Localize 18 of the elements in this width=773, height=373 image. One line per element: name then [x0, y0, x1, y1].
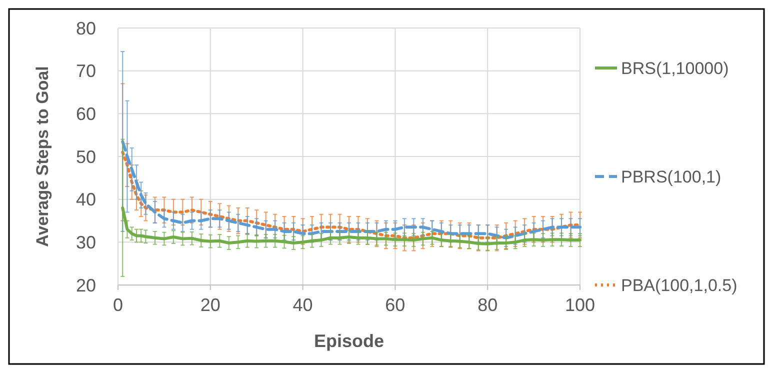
x-tick-label: 60 [385, 295, 406, 315]
x-tick-label: 0 [112, 295, 124, 315]
y-tick-label: 30 [76, 232, 96, 252]
y-tick-label: 20 [76, 275, 96, 296]
x-tick-label: 20 [200, 295, 220, 315]
x-axis-title: Episode [314, 331, 384, 351]
y-tick-label: 80 [76, 18, 96, 38]
legend-label: PBRS(100,1) [621, 167, 722, 186]
x-tick-label: 100 [564, 295, 596, 315]
y-axis-title: Average Steps to Goal [33, 66, 52, 247]
y-tick-label: 60 [76, 104, 96, 124]
y-tick-label: 50 [76, 146, 96, 167]
x-tick-label: 80 [478, 295, 498, 315]
y-tick-label: 40 [76, 190, 96, 210]
legend-label: PBA(100,1,0.5) [621, 276, 738, 295]
x-tick-label: 40 [292, 295, 313, 315]
legend-label: BRS(1,10000) [621, 58, 729, 78]
y-tick-label: 70 [76, 61, 96, 82]
